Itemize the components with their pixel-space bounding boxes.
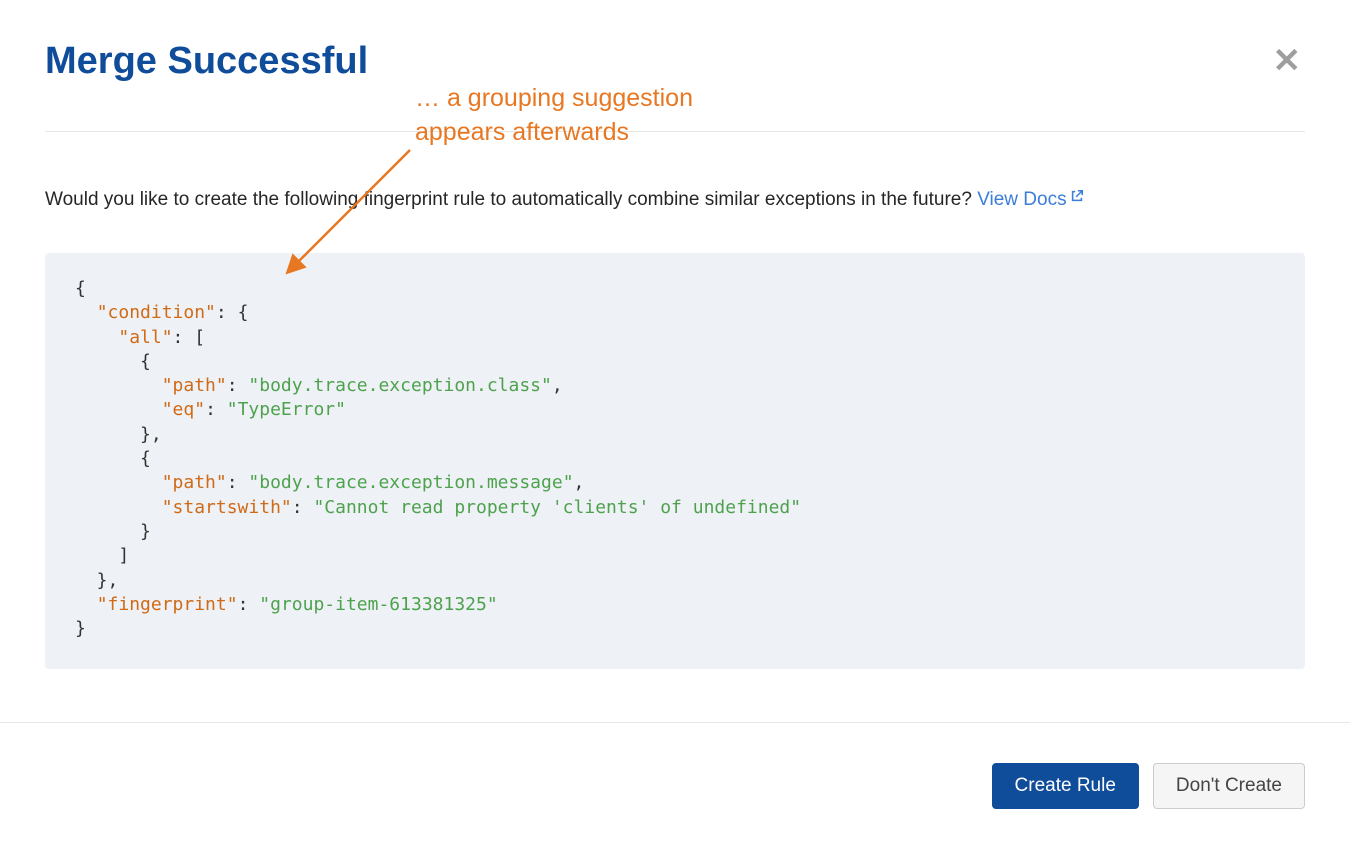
external-link-icon bbox=[1070, 189, 1084, 203]
fingerprint-rule-code: { "condition": { "all": [ { "path": "bod… bbox=[45, 253, 1305, 669]
modal-footer: Create Rule Don't Create bbox=[0, 722, 1350, 844]
view-docs-link[interactable]: View Docs bbox=[977, 189, 1083, 211]
modal-title: Merge Successful bbox=[45, 40, 368, 83]
dont-create-button[interactable]: Don't Create bbox=[1153, 763, 1305, 809]
modal-header: Merge Successful ✕ bbox=[45, 40, 1305, 132]
view-docs-label: View Docs bbox=[977, 189, 1066, 211]
close-button[interactable]: ✕ bbox=[1269, 40, 1306, 82]
prompt-text-row: Would you like to create the following f… bbox=[45, 189, 1305, 211]
prompt-text: Would you like to create the following f… bbox=[45, 189, 977, 210]
create-rule-button[interactable]: Create Rule bbox=[992, 763, 1139, 809]
merge-success-modal: Merge Successful ✕ … a grouping suggesti… bbox=[0, 0, 1350, 669]
close-icon: ✕ bbox=[1273, 42, 1302, 80]
